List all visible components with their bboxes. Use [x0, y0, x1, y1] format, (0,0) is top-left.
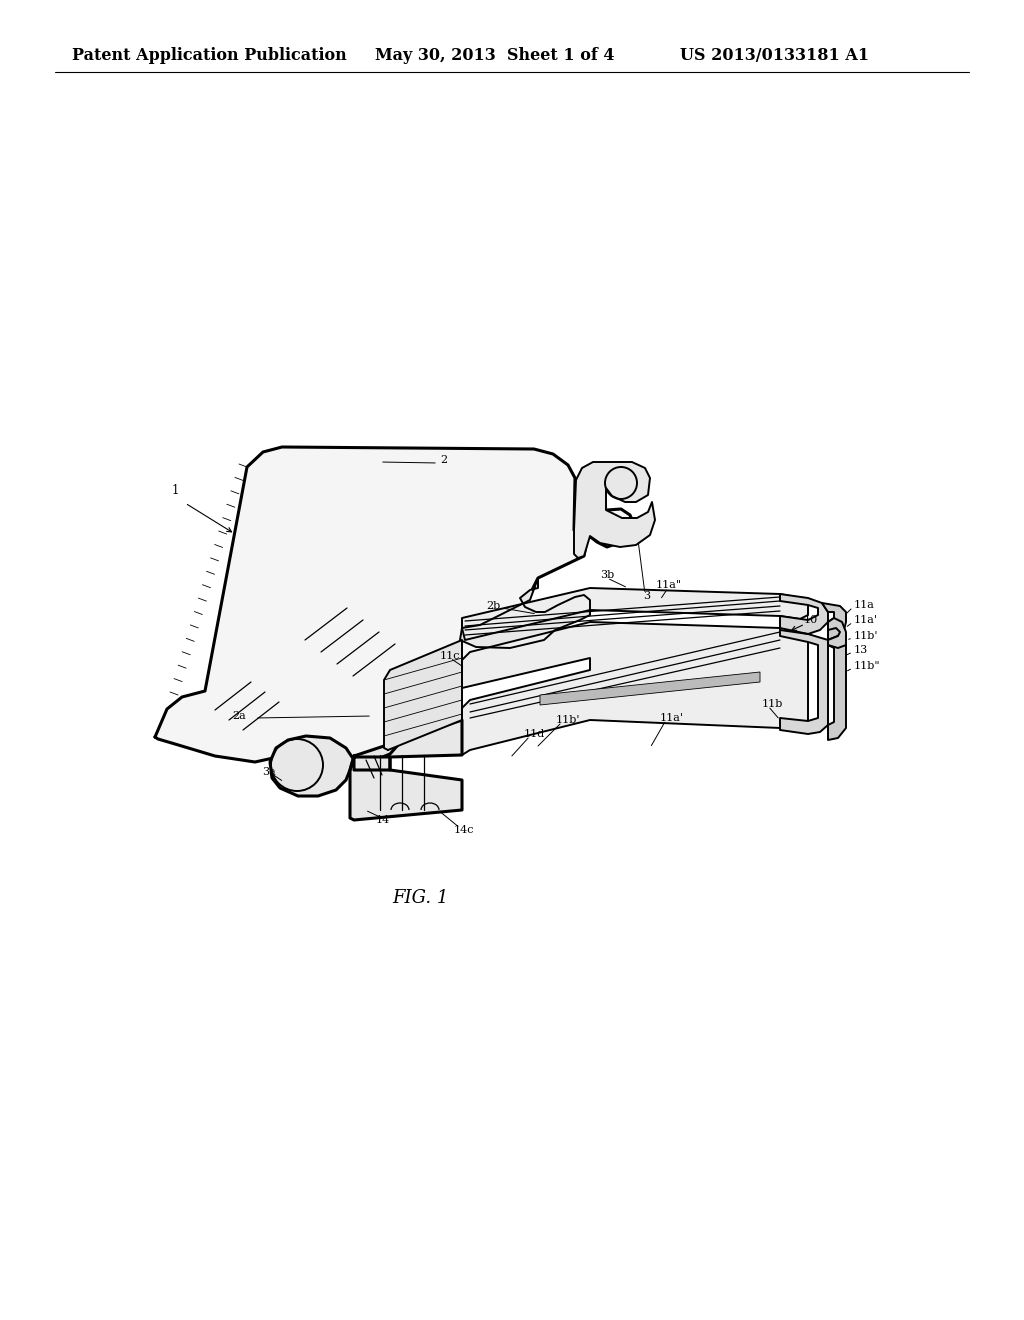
Polygon shape	[350, 719, 462, 820]
Text: 13: 13	[854, 645, 868, 655]
Text: 3a: 3a	[262, 767, 275, 777]
Text: 11b: 11b	[762, 700, 783, 709]
Polygon shape	[270, 737, 390, 796]
Text: 11b": 11b"	[854, 661, 881, 671]
Polygon shape	[462, 587, 808, 640]
Text: 11a: 11a	[854, 601, 874, 610]
Polygon shape	[780, 594, 828, 634]
Text: 2: 2	[440, 455, 447, 465]
Text: 11c: 11c	[440, 651, 461, 661]
Text: FIG. 1: FIG. 1	[392, 888, 449, 907]
Polygon shape	[574, 462, 655, 558]
Text: 11a': 11a'	[854, 615, 878, 624]
Polygon shape	[384, 640, 462, 750]
Polygon shape	[828, 618, 846, 648]
Polygon shape	[822, 603, 846, 640]
Text: 14c: 14c	[454, 825, 474, 836]
Text: 11d: 11d	[524, 729, 545, 739]
Text: Patent Application Publication: Patent Application Publication	[72, 46, 347, 63]
Text: 2a: 2a	[232, 711, 246, 721]
Text: 11a": 11a"	[656, 579, 682, 590]
Polygon shape	[540, 672, 760, 705]
Text: US 2013/0133181 A1: US 2013/0133181 A1	[680, 46, 869, 63]
Text: May 30, 2013  Sheet 1 of 4: May 30, 2013 Sheet 1 of 4	[375, 46, 614, 63]
Text: 3b: 3b	[600, 570, 614, 579]
Polygon shape	[780, 628, 828, 734]
Text: 10: 10	[804, 615, 818, 624]
Polygon shape	[460, 578, 590, 648]
Polygon shape	[155, 447, 634, 762]
Text: 14: 14	[376, 814, 390, 825]
Text: 11b': 11b'	[556, 715, 581, 725]
Polygon shape	[828, 636, 846, 741]
Text: 11a': 11a'	[660, 713, 684, 723]
Text: 2b: 2b	[486, 601, 501, 611]
Polygon shape	[462, 622, 808, 755]
Text: 3: 3	[643, 591, 650, 601]
Text: 1: 1	[172, 483, 179, 496]
Text: 11b': 11b'	[854, 631, 879, 642]
